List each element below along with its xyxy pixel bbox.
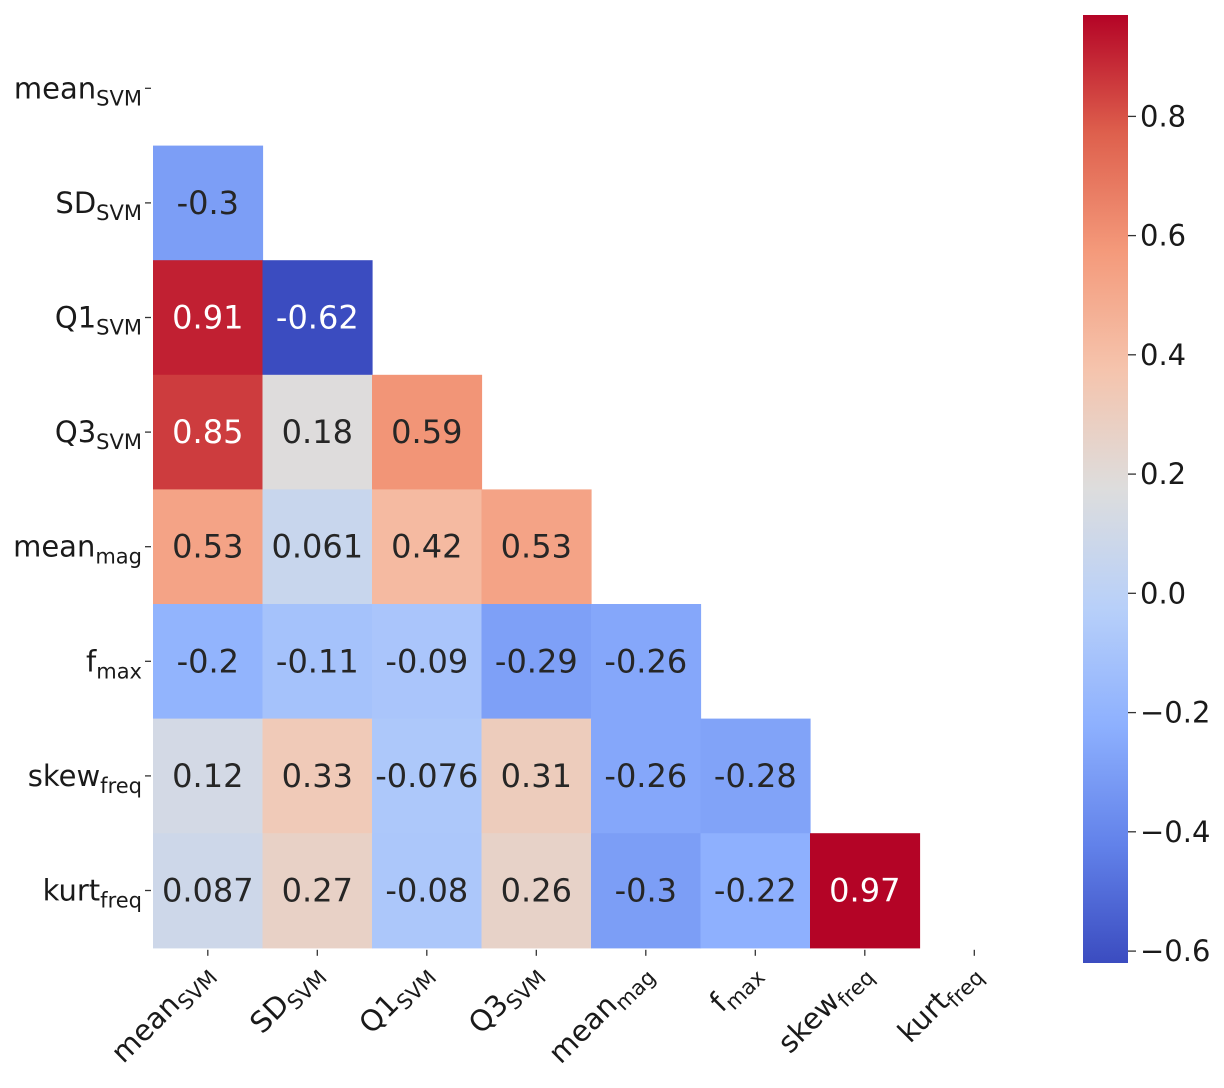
x-tick-label-1: SDSVM — [243, 955, 332, 1044]
y-tick-label-3: Q3SVM — [55, 415, 142, 454]
cell-value-6-4: -0.26 — [604, 757, 687, 795]
cell-value-4-3: 0.53 — [501, 528, 572, 566]
heatmap-cell-4-0 — [153, 489, 264, 605]
cell-value-2-1: -0.62 — [276, 299, 359, 337]
heatmap-cell-5-0 — [153, 604, 264, 720]
heatmap-cell-7-5 — [700, 833, 811, 949]
y-tick-label-1: SDSVM — [55, 186, 142, 225]
cell-value-4-1: 0.061 — [271, 528, 363, 566]
cell-value-3-0: 0.85 — [172, 413, 243, 451]
cell-value-5-1: -0.11 — [276, 642, 359, 680]
colorbar-tick-label-2: −0.2 — [1140, 696, 1210, 730]
cell-value-6-2: -0.076 — [375, 757, 478, 795]
cell-value-2-0: 0.91 — [172, 299, 243, 337]
cell-value-5-3: -0.29 — [495, 642, 578, 680]
cell-value-3-1: 0.18 — [282, 413, 353, 451]
colorbar: −0.6 −0.4 −0.2 0.0 0.2 0.4 0.6 0.8 — [1083, 15, 1210, 968]
cell-value-7-4: -0.3 — [615, 872, 677, 910]
heatmap-cell-6-4 — [591, 718, 702, 834]
cell-value-5-4: -0.26 — [604, 642, 687, 680]
heatmap-cell-3-1 — [262, 374, 373, 490]
cell-value-7-5: -0.22 — [714, 872, 797, 910]
cell-value-5-0: -0.2 — [177, 642, 239, 680]
heatmap-cell-3-2 — [372, 374, 483, 490]
cell-value-4-2: 0.42 — [391, 528, 462, 566]
colorbar-tick-label-4: 0.2 — [1140, 457, 1186, 491]
y-axis-tick-labels: meanSVM SDSVM Q1SVM Q3SVM meanmag fmax skewfre… — [13, 71, 151, 913]
x-tick-label-4: meanmag — [542, 955, 661, 1074]
cell-value-3-2: 0.59 — [391, 413, 462, 451]
cell-value-7-3: 0.26 — [501, 872, 572, 910]
heatmap-cell-6-5 — [700, 718, 811, 834]
heatmap-cell-4-3 — [481, 489, 592, 605]
colorbar-tick-label-7: 0.8 — [1140, 99, 1186, 133]
cell-value-6-0: 0.12 — [172, 757, 243, 795]
cell-value-1-0: -0.3 — [177, 184, 239, 222]
heatmap-cells — [153, 145, 921, 949]
heatmap-cell-4-1 — [262, 489, 373, 605]
colorbar-tick-label-3: 0.0 — [1140, 576, 1186, 610]
cell-value-7-1: 0.27 — [282, 872, 353, 910]
heatmap-cell-6-3 — [481, 718, 592, 834]
heatmap-cell-6-0 — [153, 718, 264, 834]
cell-value-7-2: -0.08 — [385, 872, 468, 910]
heatmap-cell-6-2 — [372, 718, 483, 834]
heatmap-cell-2-1 — [262, 260, 373, 376]
heatmap-cell-7-0 — [153, 833, 264, 949]
x-tick-label-0: meanSVM — [104, 955, 222, 1073]
y-tick-label-0: meanSVM — [14, 71, 142, 110]
cell-value-7-6: 0.97 — [829, 872, 900, 910]
heatmap-cell-5-1 — [262, 604, 373, 720]
cell-value-4-0: 0.53 — [172, 528, 243, 566]
heatmap-cell-7-3 — [481, 833, 592, 949]
heatmap-cell-6-1 — [262, 718, 373, 834]
colorbar-tick-label-0: −0.6 — [1140, 934, 1210, 968]
heatmap-cell-5-3 — [481, 604, 592, 720]
heatmap-cell-labels: -0.3 0.91 -0.62 0.85 0.18 0.59 0.53 0.061 0.42 0.… — [162, 184, 900, 910]
cell-value-7-0: 0.087 — [162, 872, 254, 910]
heatmap-cell-5-4 — [591, 604, 702, 720]
cell-value-6-3: 0.31 — [501, 757, 572, 795]
cell-value-6-5: -0.28 — [714, 757, 797, 795]
y-tick-label-7: kurtfreq — [43, 874, 142, 913]
heatmap-cell-1-0 — [153, 145, 264, 261]
y-tick-label-2: Q1SVM — [55, 301, 142, 340]
heatmap-cell-7-4 — [591, 833, 702, 949]
heatmap-cell-7-2 — [372, 833, 483, 949]
heatmap-cell-5-2 — [372, 604, 483, 720]
y-tick-label-4: meanmag — [13, 530, 142, 569]
colorbar-tick-label-5: 0.4 — [1140, 338, 1186, 372]
colorbar-gradient — [1083, 15, 1128, 963]
heatmap-cell-3-0 — [153, 374, 264, 490]
colorbar-tick-label-6: 0.6 — [1140, 219, 1186, 253]
heatmap-cell-4-2 — [372, 489, 483, 605]
x-tick-label-7: kurtfreq — [891, 955, 989, 1053]
x-tick-label-5: fmax — [703, 955, 770, 1022]
y-tick-label-6: skewfreq — [28, 759, 142, 798]
cell-value-6-1: 0.33 — [282, 757, 353, 795]
colorbar-tick-label-1: −0.4 — [1140, 815, 1210, 849]
y-tick-label-5: fmax — [86, 644, 142, 683]
x-tick-label-3: Q3SVM — [462, 955, 551, 1044]
heatmap-cell-2-0 — [153, 260, 264, 376]
heatmap-cell-7-6 — [810, 833, 921, 949]
x-tick-label-6: skewfreq — [771, 955, 879, 1063]
cell-value-5-2: -0.09 — [385, 642, 468, 680]
x-tick-label-2: Q1SVM — [352, 955, 441, 1044]
heatmap-cell-7-1 — [262, 833, 373, 949]
